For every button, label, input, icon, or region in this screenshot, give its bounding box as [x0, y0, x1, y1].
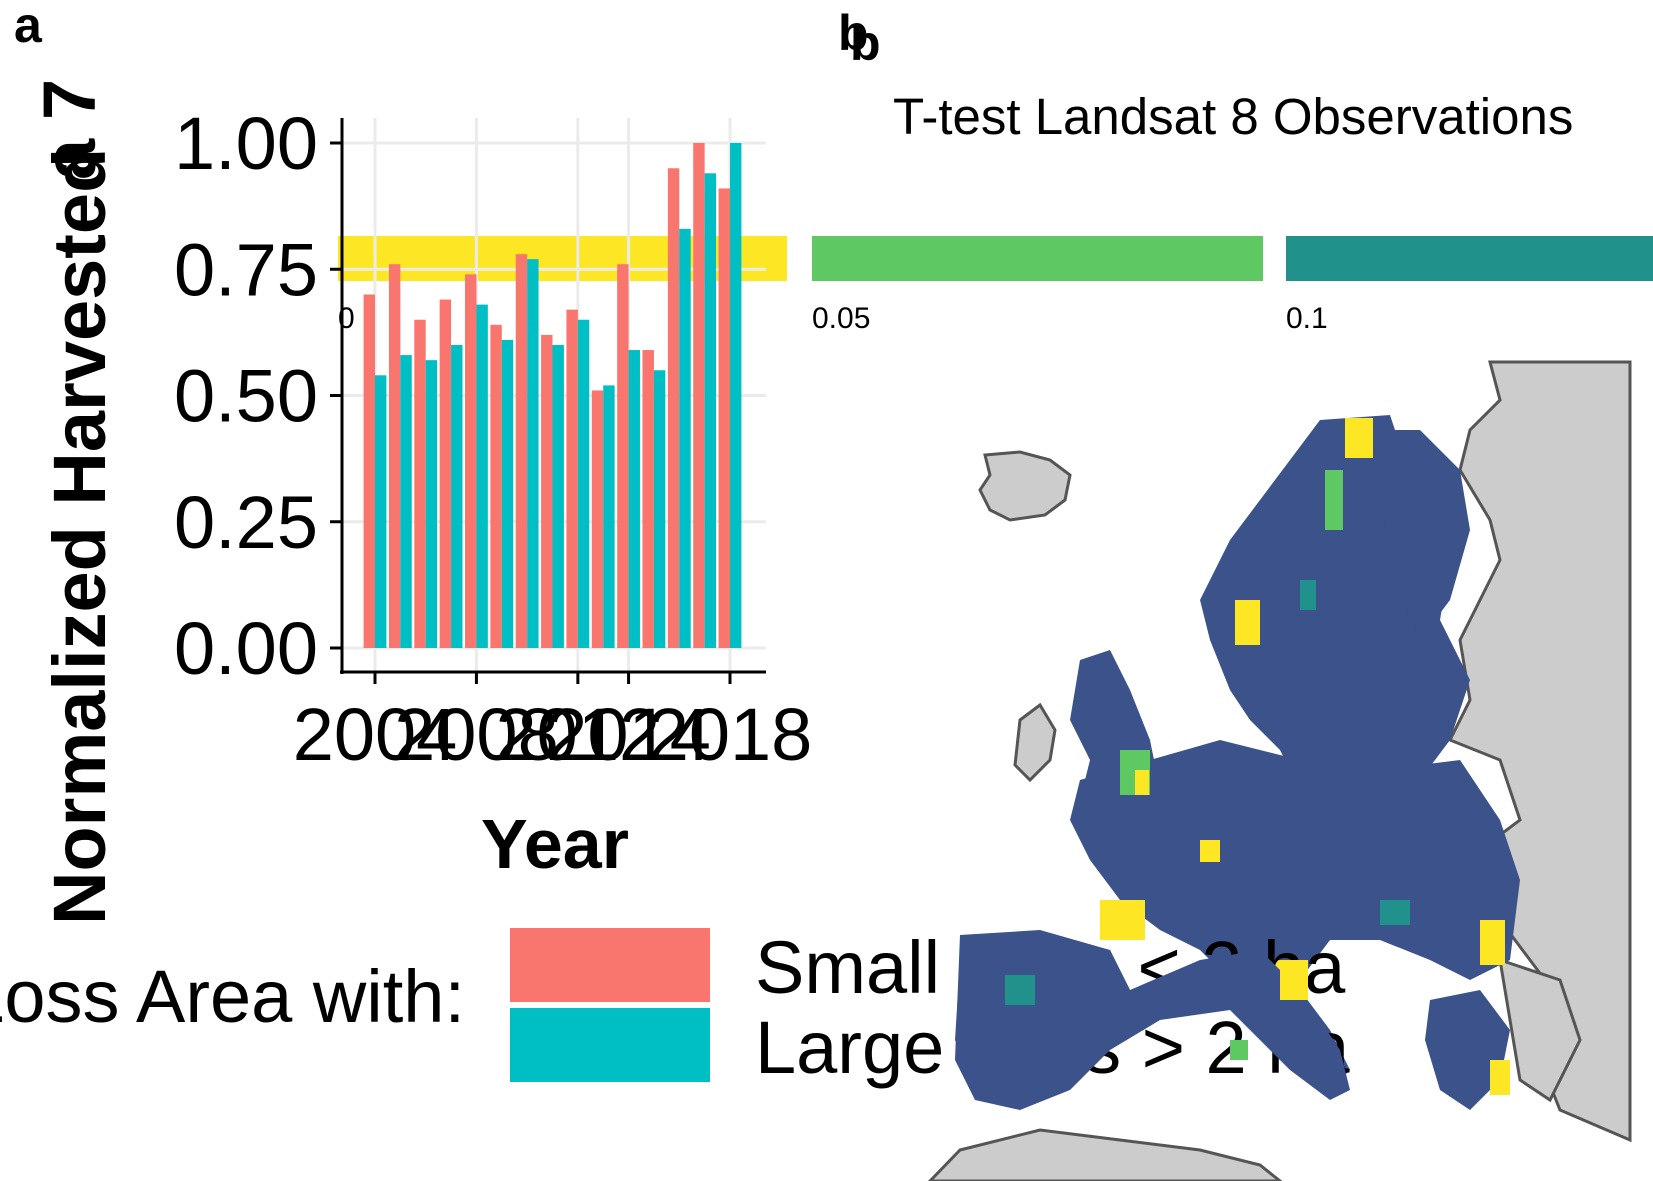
- y-axis-title-overlap: a 7: [28, 79, 111, 180]
- x-tick-label: 2018: [648, 693, 813, 776]
- patch-benelux: [1200, 840, 1220, 862]
- map-title: T-test Landsat 8 Observations: [893, 88, 1573, 145]
- y-tick-label: 0.75: [174, 228, 318, 311]
- bar-large-2005: [400, 355, 411, 648]
- bar-small-2013: [592, 390, 603, 648]
- bar-small-2004: [364, 295, 375, 649]
- patch-greece: [1480, 920, 1505, 965]
- legend-title: Loss Area with:: [0, 955, 465, 1038]
- bar-small-2008: [465, 274, 476, 648]
- bar-small-2006: [414, 320, 425, 648]
- colorbar-label-1: 0.05: [812, 302, 870, 335]
- legend-key-large: [510, 1008, 710, 1082]
- bar-small-2007: [440, 300, 451, 648]
- map-overlay-patch-2: [1280, 960, 1308, 1000]
- colorbar-segment-1: [812, 236, 1263, 281]
- patch-sweden: [1300, 580, 1316, 610]
- patch-norway-north: [1345, 418, 1373, 458]
- patch-greece-south: [1490, 1060, 1510, 1095]
- bar-large-2007: [451, 345, 462, 648]
- bar-small-2014: [617, 264, 628, 648]
- bar-large-2018: [730, 143, 741, 648]
- legend-key-small: [510, 928, 710, 1002]
- bar-large-2009: [502, 340, 513, 648]
- bar-large-2011: [553, 345, 564, 648]
- bar-small-2009: [490, 325, 501, 648]
- y-tick-label: 0.00: [174, 607, 318, 690]
- bar-large-2006: [426, 360, 437, 648]
- bar-large-2010: [527, 259, 538, 648]
- bar-small-2016: [668, 168, 679, 648]
- bar-large-2017: [705, 173, 716, 648]
- panel-a-tag: a: [14, 0, 43, 53]
- bar-small-2018: [719, 188, 730, 648]
- bar-large-2004: [375, 375, 386, 648]
- bar-small-2015: [643, 350, 654, 648]
- map-overlay-patch-3: [1230, 1040, 1248, 1060]
- bar-small-2005: [389, 264, 400, 648]
- map-overlay-patch-1: [1005, 975, 1035, 1005]
- y-tick-label: 0.25: [174, 481, 318, 564]
- bar-large-2008: [476, 305, 487, 648]
- bar-small-2011: [541, 335, 552, 648]
- bar-small-2017: [693, 143, 704, 648]
- y-tick-group: 0.00 0.25 0.50 0.75 1.00: [174, 102, 342, 690]
- y-axis-title: Normalized Harvested: [38, 148, 121, 925]
- bar-large-2016: [679, 229, 690, 648]
- colorbar-label-2: 0.1: [1286, 302, 1328, 335]
- bar-large-2012: [578, 320, 589, 648]
- y-tick-label: 1.00: [174, 102, 318, 185]
- bar-small-2012: [566, 310, 577, 648]
- colorbar-segment-2: [1286, 236, 1653, 281]
- patch-uk-yellow: [1135, 770, 1149, 795]
- bar-large-2015: [654, 370, 665, 648]
- y-axis-title-text: Normalized Harvested: [38, 148, 121, 925]
- patch-balkan: [1380, 900, 1410, 925]
- bar-series: [364, 143, 742, 648]
- x-axis-title: Year: [481, 805, 629, 883]
- bar-small-2010: [516, 254, 527, 648]
- panel-b-tag-overlap: b: [850, 15, 881, 71]
- y-tick-label: 0.50: [174, 355, 318, 438]
- bar-large-2014: [629, 350, 640, 648]
- patch-norway-mid: [1325, 470, 1343, 530]
- panel-a-tag-overlap: a: [28, 138, 111, 180]
- bar-large-2013: [603, 385, 614, 648]
- patch-norway-south: [1235, 600, 1260, 645]
- y-axis-title-glyph: 7: [28, 79, 111, 120]
